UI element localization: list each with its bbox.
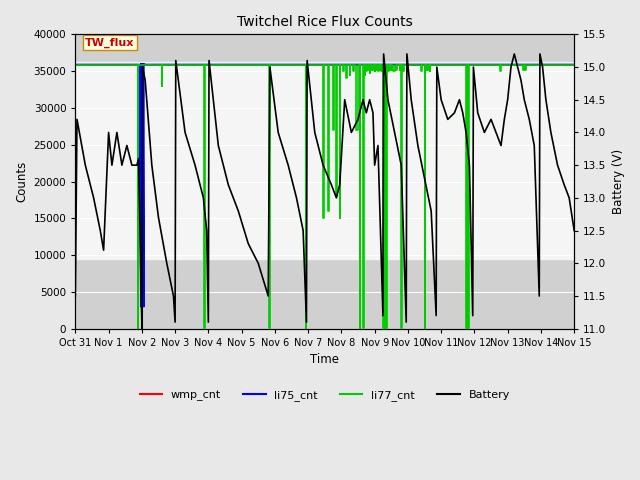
Bar <box>76 259 574 329</box>
Bar <box>76 35 574 62</box>
Text: TW_flux: TW_flux <box>85 37 134 48</box>
Legend: wmp_cnt, li75_cnt, li77_cnt, Battery: wmp_cnt, li75_cnt, li77_cnt, Battery <box>135 386 515 406</box>
Title: Twitchel Rice Flux Counts: Twitchel Rice Flux Counts <box>237 15 413 29</box>
Y-axis label: Battery (V): Battery (V) <box>612 149 625 214</box>
Y-axis label: Counts: Counts <box>15 161 28 202</box>
Bar <box>76 62 574 259</box>
X-axis label: Time: Time <box>310 353 339 366</box>
